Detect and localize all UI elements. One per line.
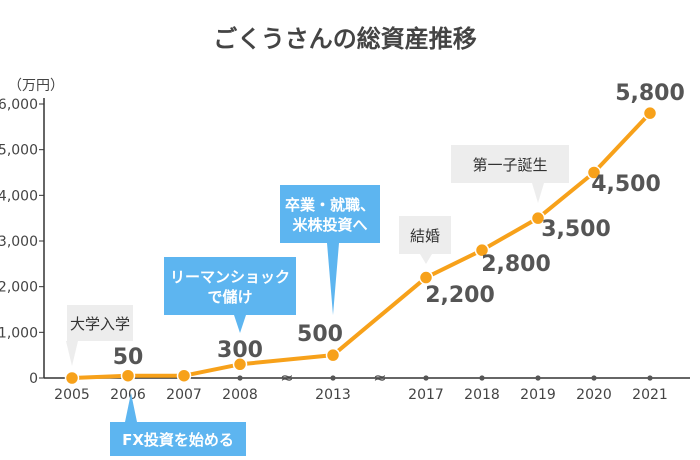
x-tick-dot — [535, 375, 541, 381]
axis-break-mark: ≈ — [280, 368, 293, 387]
annotation-box — [451, 145, 569, 183]
x-tick-label: 2019 — [520, 387, 556, 403]
annotation-text: で儲け — [207, 288, 252, 306]
data-point — [586, 165, 602, 180]
data-label: 2,200 — [425, 283, 495, 308]
x-tick-label: 2020 — [576, 387, 612, 403]
annotation-pointer — [327, 243, 339, 315]
y-tick-label: 2,000 — [0, 280, 38, 296]
annotation-text: 卒業・就職、 — [285, 196, 375, 214]
data-label: 500 — [297, 322, 343, 347]
x-tick-dot — [423, 375, 429, 381]
annotation-pointer — [125, 393, 137, 422]
y-tick-label: 5,000 — [0, 143, 38, 159]
data-point — [120, 368, 136, 383]
x-tick-dot — [591, 375, 597, 381]
annotation-box — [67, 305, 133, 341]
annotation-pointer — [420, 254, 432, 264]
y-unit-label: （万円） — [8, 78, 64, 94]
annotation-text: 米株投資へ — [292, 216, 367, 234]
x-tick-dot — [330, 375, 336, 381]
annotation-box — [164, 257, 296, 315]
data-point — [64, 370, 80, 386]
data-label: 5,800 — [615, 81, 685, 106]
data-point — [642, 105, 658, 121]
x-tick-label: 2017 — [408, 387, 444, 403]
plot-area: 0 1,000 2,000 3,000 4,000 5,000 6,000 2005 2006 2… — [0, 81, 690, 456]
annotation-pointer — [234, 315, 246, 333]
data-label: 3,500 — [541, 217, 611, 242]
y-tick-label: 6,000 — [0, 97, 38, 113]
y-tick-label: 4,000 — [0, 188, 38, 204]
y-tick-label: 1,000 — [0, 325, 38, 341]
data-label: 300 — [217, 338, 263, 363]
x-tick-label: 2006 — [110, 387, 146, 403]
annotation-pointer — [532, 183, 544, 203]
annotation-text: 結婚 — [410, 227, 440, 245]
annotation-text: FX投資を始める — [122, 431, 234, 449]
annotation-box — [280, 185, 380, 243]
x-tick-label: 2013 — [315, 387, 351, 403]
x-tick-label: 2018 — [464, 387, 500, 403]
chart-title: ごくうさんの総資産推移 — [213, 25, 477, 53]
data-point — [325, 347, 341, 363]
axis-break-mark: ≈ — [373, 368, 386, 387]
data-label: 2,800 — [481, 252, 551, 277]
x-tick-label: 2021 — [632, 387, 668, 403]
annotation-text: リーマンショック — [170, 268, 290, 286]
data-label: 4,500 — [591, 172, 661, 197]
data-point — [474, 242, 490, 258]
x-tick-label: 2008 — [222, 387, 258, 403]
annotation-text: 大学入学 — [70, 315, 130, 333]
x-tick-dot — [237, 375, 243, 381]
data-point — [176, 368, 192, 383]
y-tick-label: 3,000 — [0, 234, 38, 250]
annotation-box — [399, 216, 451, 254]
y-tick-label: 0 — [29, 371, 38, 387]
annotation-pointer — [66, 341, 78, 366]
series-line — [70, 111, 652, 380]
data-point — [418, 270, 434, 285]
annotation-box — [110, 422, 246, 456]
data-point — [232, 357, 248, 372]
x-tick-label: 2007 — [166, 387, 202, 403]
data-label: 50 — [113, 345, 144, 370]
x-tick-dot — [647, 375, 653, 381]
data-point — [530, 210, 546, 226]
annotation-text: 第一子誕生 — [472, 156, 547, 174]
x-tick-dot — [479, 375, 485, 381]
x-tick-label: 2005 — [54, 387, 90, 403]
